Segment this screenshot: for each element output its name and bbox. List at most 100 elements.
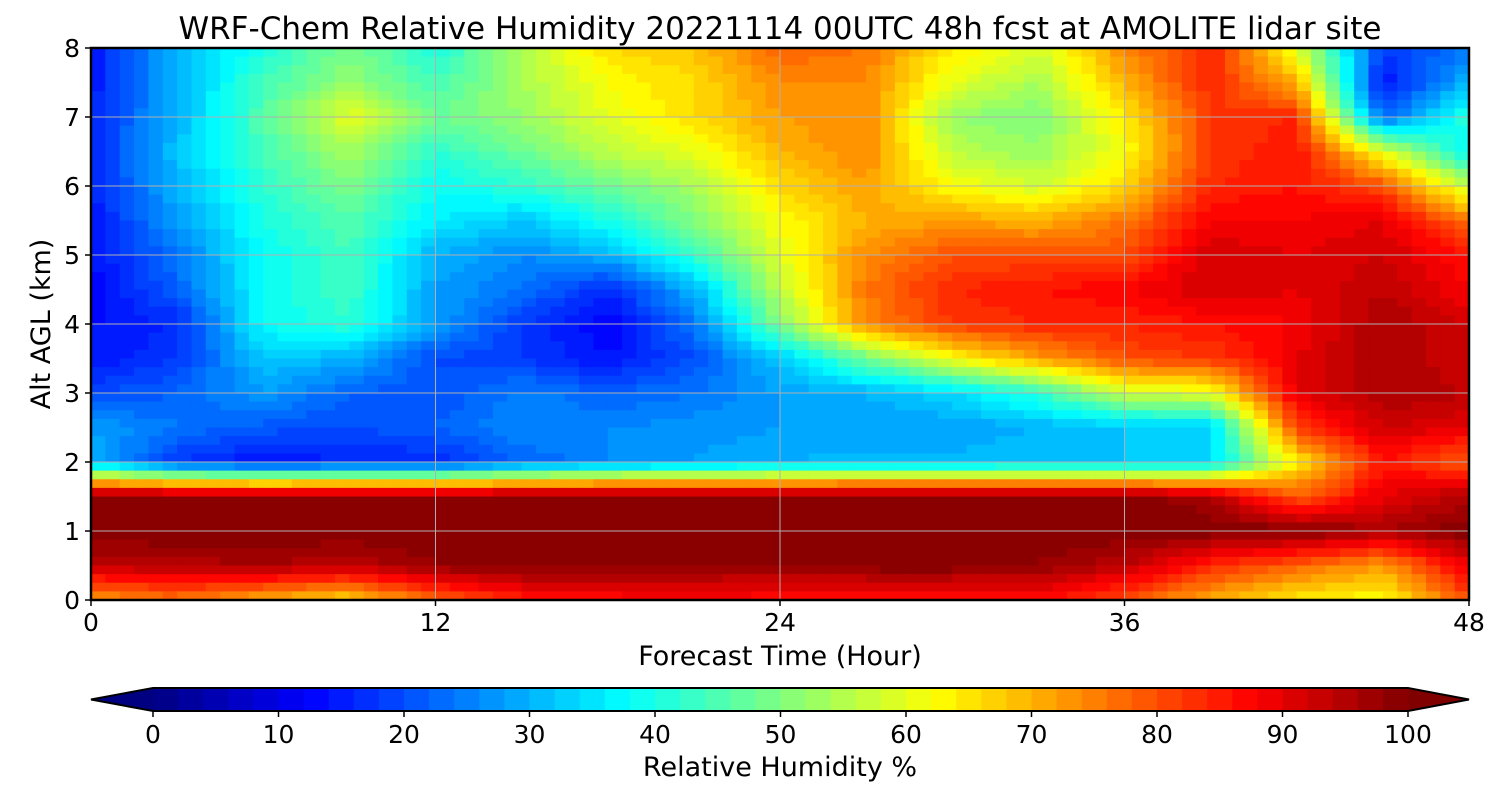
heatmap-cell xyxy=(363,427,379,437)
heatmap-cell xyxy=(492,255,508,265)
heatmap-cell xyxy=(1196,436,1212,446)
heatmap-cell xyxy=(464,211,480,222)
heatmap-cell xyxy=(1167,168,1183,178)
heatmap-cell xyxy=(521,48,537,58)
heatmap-cell xyxy=(765,436,781,446)
heatmap-cell xyxy=(449,255,465,265)
heatmap-cell xyxy=(736,436,752,446)
heatmap-cell xyxy=(392,341,408,351)
heatmap-cell xyxy=(1124,134,1140,144)
heatmap-cell xyxy=(134,358,150,368)
heatmap-cell xyxy=(521,117,537,127)
heatmap-cell xyxy=(1009,462,1025,472)
heatmap-cell xyxy=(464,479,480,489)
heatmap-cell xyxy=(1196,134,1212,144)
heatmap-cell xyxy=(765,487,781,498)
heatmap-cell xyxy=(693,427,709,437)
heatmap-cell xyxy=(909,73,925,84)
heatmap-cell xyxy=(1110,324,1126,334)
heatmap-cell xyxy=(148,56,164,66)
heatmap-cell xyxy=(722,151,738,161)
heatmap-cell xyxy=(1339,324,1355,334)
heatmap-cell xyxy=(995,237,1011,247)
heatmap-cell xyxy=(1153,401,1169,411)
heatmap-cell xyxy=(564,73,580,84)
heatmap-cell xyxy=(507,315,523,325)
heatmap-cell xyxy=(1067,56,1083,66)
heatmap-cell xyxy=(392,91,408,101)
heatmap-cell xyxy=(1181,444,1197,454)
heatmap-cell xyxy=(378,91,394,101)
heatmap-cell xyxy=(291,367,307,377)
heatmap-cell xyxy=(1138,48,1154,58)
heatmap-cell xyxy=(1282,263,1298,273)
heatmap-cell xyxy=(406,91,422,101)
heatmap-cell xyxy=(349,73,365,84)
heatmap-cell xyxy=(593,125,609,135)
heatmap-cell xyxy=(277,125,293,135)
heatmap-cell xyxy=(191,56,207,66)
heatmap-cell xyxy=(1239,306,1255,316)
heatmap-cell xyxy=(622,82,638,92)
heatmap-cell xyxy=(1024,220,1039,230)
heatmap-cell xyxy=(535,229,551,239)
heatmap-cell xyxy=(679,453,695,463)
heatmap-cell xyxy=(995,255,1011,265)
heatmap-cell xyxy=(205,220,221,230)
heatmap-cell xyxy=(464,393,480,403)
heatmap-cell xyxy=(1153,289,1169,299)
heatmap-cell xyxy=(320,332,336,342)
heatmap-cell xyxy=(1124,263,1140,273)
heatmap-cell xyxy=(220,410,236,420)
heatmap-cell xyxy=(507,160,523,170)
heatmap-cell xyxy=(1067,168,1083,178)
heatmap-cell xyxy=(1110,82,1126,92)
heatmap-cell xyxy=(880,56,896,66)
heatmap-cell xyxy=(1382,73,1398,84)
heatmap-cell xyxy=(1253,427,1269,437)
heatmap-cell xyxy=(1296,272,1312,282)
heatmap-cell xyxy=(636,332,652,342)
heatmap-cell xyxy=(1425,73,1441,84)
heatmap-cell xyxy=(105,444,121,454)
heatmap-cell xyxy=(1397,410,1413,420)
heatmap-cell xyxy=(91,65,106,75)
heatmap-cell xyxy=(952,194,968,204)
heatmap-cell xyxy=(1253,177,1269,187)
heatmap-cell xyxy=(1282,332,1298,342)
heatmap-cell xyxy=(1067,341,1083,351)
heatmap-cell xyxy=(119,211,135,222)
heatmap-cell xyxy=(794,211,810,222)
heatmap-cell xyxy=(507,358,523,368)
heatmap-cell xyxy=(866,315,882,325)
heatmap-cell xyxy=(736,306,752,316)
heatmap-cell xyxy=(636,99,652,109)
heatmap-cell xyxy=(378,255,394,265)
heatmap-cell xyxy=(464,427,480,437)
heatmap-cell xyxy=(435,48,451,58)
heatmap-cell xyxy=(736,99,752,109)
heatmap-cell xyxy=(277,108,293,118)
heatmap-cell xyxy=(765,401,781,411)
heatmap-cell xyxy=(780,203,795,213)
heatmap-cell xyxy=(593,410,609,420)
heatmap-cell xyxy=(780,427,795,437)
heatmap-cell xyxy=(980,65,996,75)
heatmap-cell xyxy=(1339,272,1355,282)
heatmap-cell xyxy=(421,436,437,446)
heatmap-cell xyxy=(105,358,121,368)
heatmap-cell xyxy=(363,410,379,420)
heatmap-cell xyxy=(1239,427,1255,437)
heatmap-cell xyxy=(349,324,365,334)
heatmap-cell xyxy=(837,263,853,273)
heatmap-cell xyxy=(1268,453,1283,463)
heatmap-cell xyxy=(579,375,594,385)
heatmap-cell xyxy=(823,134,839,144)
heatmap-cell xyxy=(1397,289,1413,299)
heatmap-cell xyxy=(521,436,537,446)
heatmap-cell xyxy=(1196,453,1212,463)
heatmap-cell xyxy=(1268,177,1283,187)
heatmap-cell xyxy=(851,367,867,377)
heatmap-cell xyxy=(248,117,264,127)
heatmap-cell xyxy=(421,410,437,420)
